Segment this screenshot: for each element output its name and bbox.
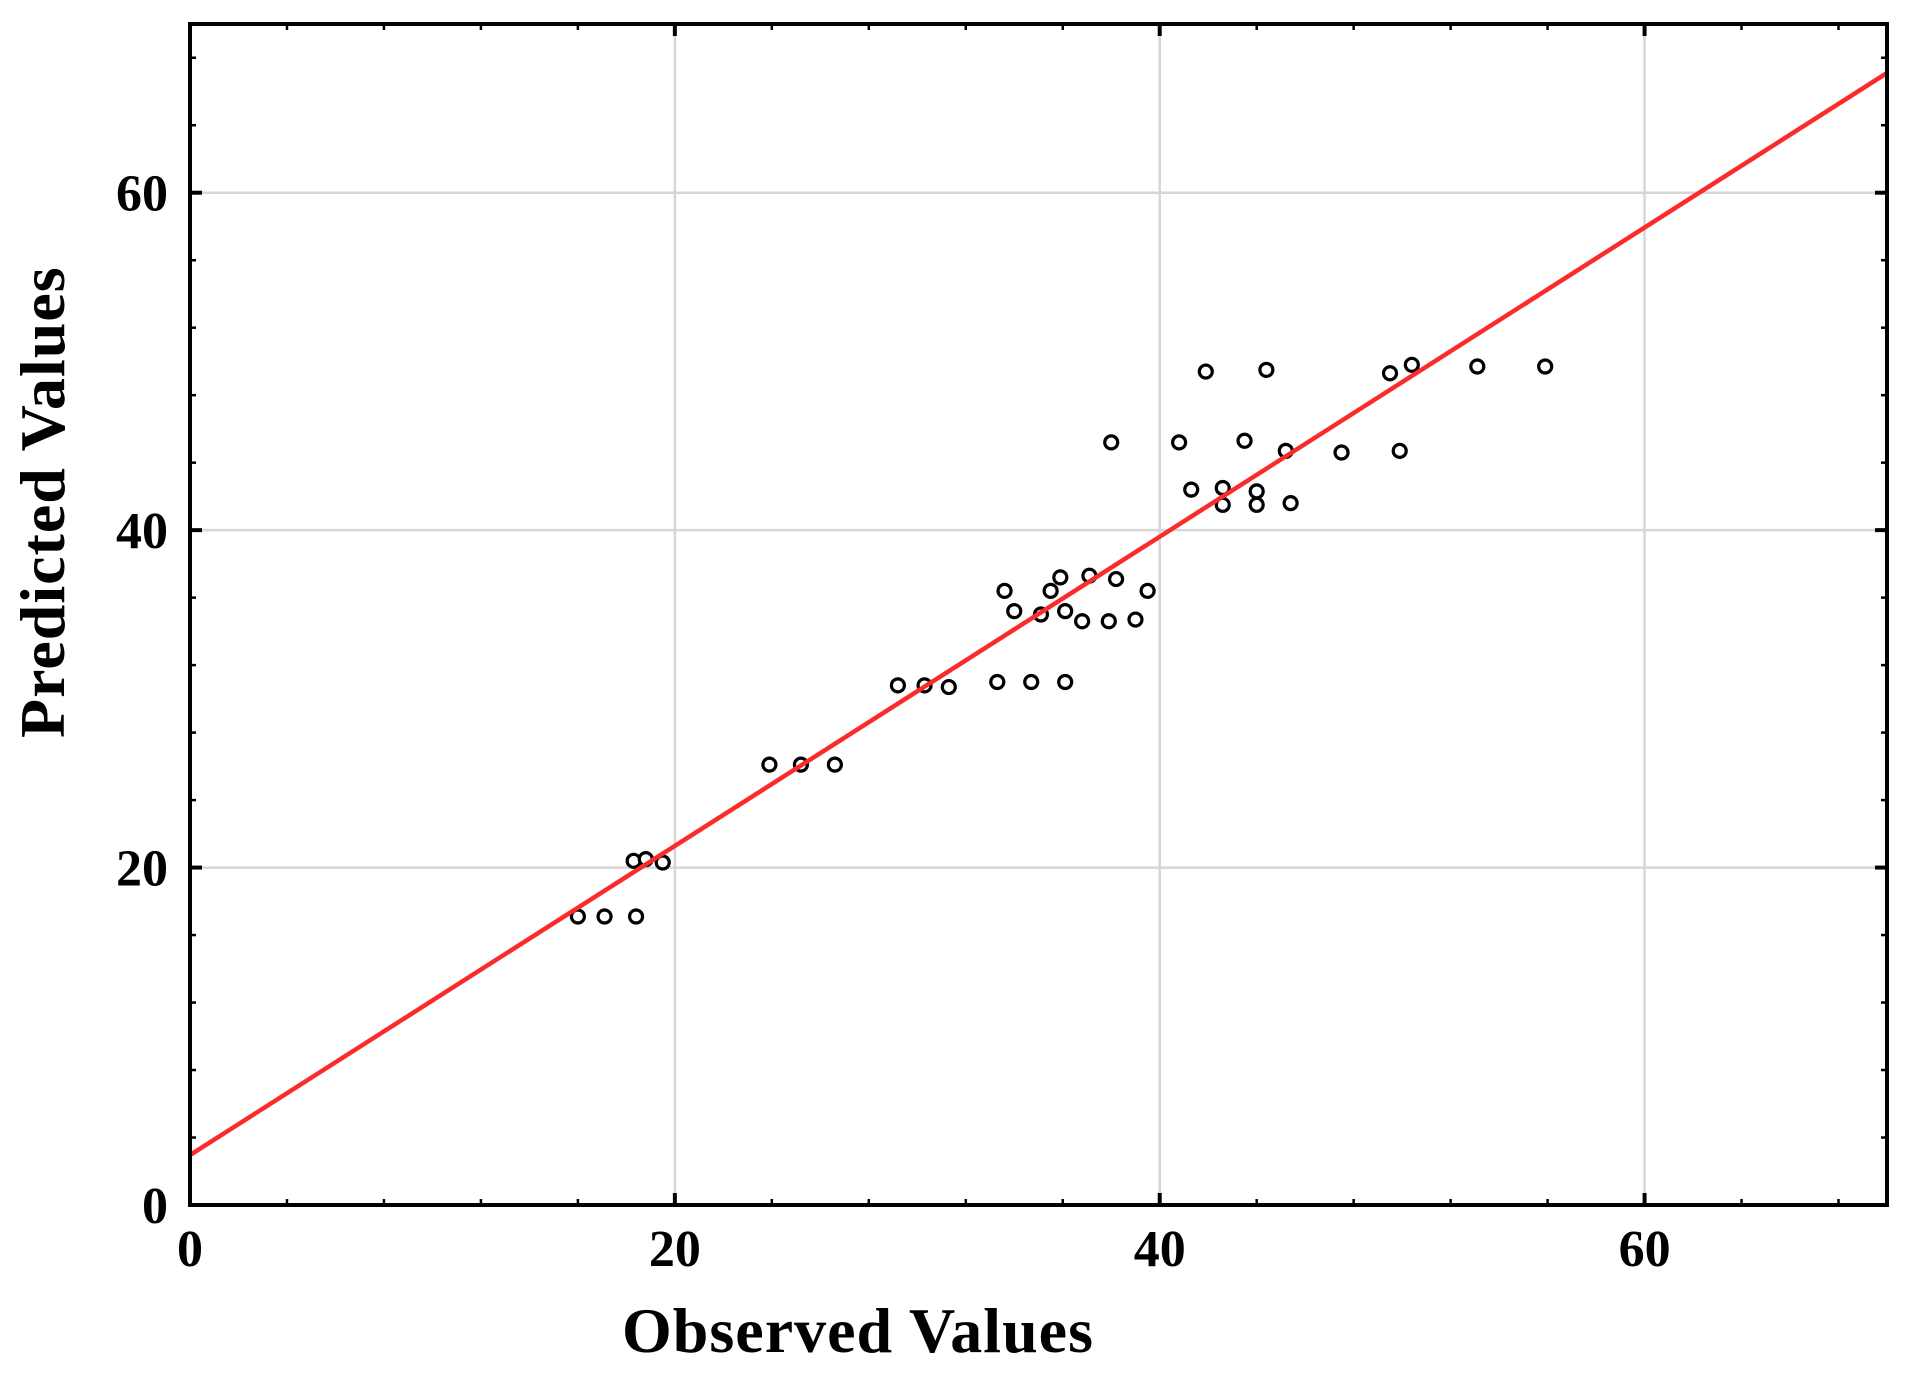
data-point — [1139, 582, 1156, 599]
data-point — [1057, 603, 1074, 620]
plot-border — [188, 22, 1889, 1207]
data-point — [1103, 434, 1120, 451]
y-axis-title: Predicted Values — [7, 266, 78, 738]
x-tick-label: 60 — [1619, 1221, 1671, 1278]
data-points — [569, 356, 1554, 925]
gridlines — [190, 24, 1887, 1205]
y-tick-label: 60 — [116, 166, 168, 223]
data-point — [761, 756, 778, 773]
data-point — [1042, 582, 1059, 599]
x-tick-label: 20 — [649, 1221, 701, 1278]
data-point — [1074, 613, 1091, 630]
x-axis-title: Observed Values — [622, 1295, 1094, 1366]
data-point — [1236, 432, 1253, 449]
y-tick-labels: 0 20 40 60 — [116, 166, 168, 1235]
data-point — [889, 677, 906, 694]
data-point — [940, 678, 957, 696]
y-tick-label: 40 — [116, 503, 168, 560]
y-tick-label: 20 — [116, 841, 168, 898]
data-point — [1381, 365, 1399, 382]
data-point — [1282, 495, 1299, 512]
axis-ticks — [188, 24, 1887, 1207]
data-point — [1258, 361, 1275, 378]
data-point — [1100, 613, 1117, 630]
data-point — [826, 756, 843, 773]
data-point — [1248, 496, 1265, 513]
data-point — [1197, 363, 1214, 380]
x-tick-label: 0 — [177, 1221, 203, 1278]
data-point — [1057, 673, 1074, 691]
data-point — [1107, 570, 1125, 588]
data-point — [1052, 569, 1069, 586]
x-tick-labels: 0 20 40 60 — [177, 1221, 1671, 1278]
data-point — [1023, 673, 1040, 691]
data-point — [1248, 483, 1265, 500]
data-point — [1391, 442, 1408, 459]
data-point — [627, 908, 645, 925]
data-point — [1469, 358, 1486, 375]
data-point — [596, 908, 613, 925]
data-point — [989, 673, 1006, 691]
x-tick-label: 40 — [1134, 1221, 1186, 1278]
data-point — [1171, 434, 1188, 451]
data-point — [1127, 611, 1144, 628]
data-point — [996, 582, 1013, 599]
regression-line — [188, 71, 1889, 1157]
y-tick-label: 0 — [142, 1178, 168, 1235]
data-point — [1403, 356, 1420, 373]
data-point — [1537, 358, 1554, 375]
data-point — [1333, 444, 1350, 461]
data-point — [1183, 481, 1200, 498]
data-point — [1006, 603, 1023, 620]
